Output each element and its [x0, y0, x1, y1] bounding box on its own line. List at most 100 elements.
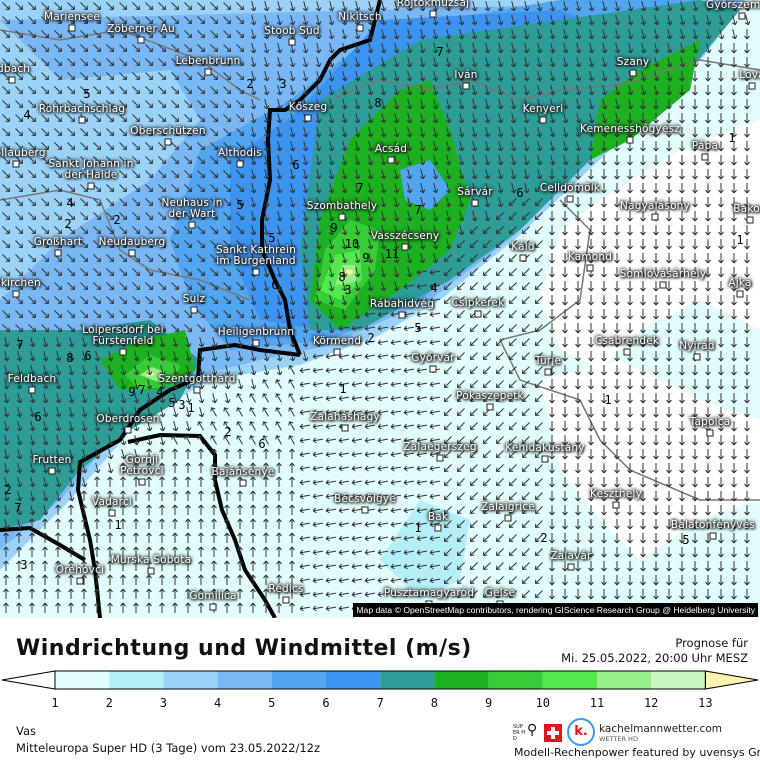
town-label[interactable]: Rédics — [268, 584, 303, 595]
town-label[interactable]: Zalavár — [550, 551, 591, 562]
wind-arrow — [523, 29, 530, 40]
town-label[interactable]: Gornji Petrovci — [120, 455, 164, 477]
town-label[interactable]: Kehidakustány — [505, 443, 584, 454]
town-label[interactable]: Celldömölk — [540, 183, 600, 194]
town-label[interactable]: Orehovci — [56, 565, 104, 576]
town-label[interactable]: Rojtokmuzsaj — [397, 0, 469, 9]
town-label[interactable]: Zalaegerszeg — [403, 442, 476, 453]
town-label[interactable]: Loipersdorf bei Fürstenfeld — [82, 325, 163, 347]
town-label[interactable]: Nagyalásony — [620, 201, 690, 212]
town-label[interactable]: Iván — [454, 70, 477, 81]
town-label[interactable]: Bak — [428, 512, 448, 523]
town-label[interactable]: Rohrbachschlag — [39, 104, 125, 115]
town-label[interactable]: Neuhaus in der Wart — [161, 198, 222, 220]
town-label[interactable]: Bakon — [733, 204, 760, 215]
town-marker — [78, 116, 86, 124]
town-label[interactable]: Vadarci — [92, 497, 132, 508]
town-label[interactable]: Vasszécseny — [371, 231, 440, 242]
town-label[interactable]: Kemenesshőgyész — [580, 124, 680, 135]
town-label[interactable]: Nikitsch — [338, 12, 381, 23]
town-label[interactable]: Mariensee — [44, 12, 100, 23]
town-label[interactable]: Győrvár — [411, 353, 454, 364]
town-label[interactable]: Zalaigrice — [481, 502, 535, 513]
town-label[interactable]: Althodis — [218, 148, 262, 159]
wind-arrow — [15, 30, 24, 39]
wind-arrow — [393, 15, 400, 26]
wind-arrow — [367, 15, 374, 26]
wind-arrow — [41, 16, 50, 25]
town-label[interactable]: Oberschützen — [130, 126, 205, 137]
contour-label: 3 — [178, 398, 185, 412]
town-label[interactable]: Győrszemere — [706, 0, 760, 11]
town-label[interactable]: Oberdrosen — [96, 414, 159, 425]
scale-tick-label: 8 — [431, 696, 438, 710]
town-label[interactable]: Türje — [535, 356, 561, 367]
town-label[interactable]: ldbach — [0, 64, 30, 75]
town-label[interactable]: Pókaszepetk — [456, 391, 524, 402]
wind-arrow — [132, 16, 141, 25]
kachelmann-logo[interactable]: k. — [567, 718, 595, 746]
town-label[interactable]: Sulz — [183, 294, 206, 305]
town-marker — [434, 524, 442, 532]
town-label[interactable]: Kamond — [568, 252, 612, 263]
town-label[interactable]: Keszthely — [590, 489, 642, 500]
contour-label: 9 — [330, 221, 337, 235]
contour-label: 1 — [339, 382, 346, 396]
town-label[interactable]: Balatonfenyves — [671, 520, 755, 531]
town-label[interactable]: Rábahidvég — [370, 299, 434, 310]
town-label[interactable]: Bécsvölgye — [334, 494, 396, 505]
town-label[interactable]: Tapolca — [690, 417, 731, 428]
town-label[interactable]: Szombathely — [307, 201, 378, 212]
town-label[interactable]: Göllauberg — [0, 148, 46, 159]
town-label[interactable]: Lebenbrunn — [176, 56, 241, 67]
town-label[interactable]: Murska Sobota — [111, 555, 192, 566]
town-label[interactable]: Großhart — [34, 237, 82, 248]
town-label[interactable]: Sankt Kathrein im Burgenland — [216, 245, 296, 267]
town-label[interactable]: Neudauberg — [99, 237, 166, 248]
wind-arrow — [41, 2, 50, 11]
wind-map[interactable]: Mariensee Zöberner Au Stoob Süd Nikitsch Roj… — [0, 0, 760, 618]
town-label[interactable]: Sankt Johann in der Haide — [48, 159, 133, 181]
wind-arrow — [458, 29, 465, 40]
town-label[interactable]: Nyirád — [679, 341, 715, 352]
wind-arrow — [432, 43, 439, 54]
town-label[interactable]: Zalaháshágy — [310, 412, 380, 423]
contour-label: 9 — [362, 251, 369, 265]
wind-arrow — [380, 43, 387, 54]
town-label[interactable]: Ajka — [728, 278, 751, 289]
town-label[interactable]: Pusztamagyaród — [384, 588, 474, 599]
wind-arrow — [93, 16, 102, 25]
town-marker — [539, 116, 547, 124]
town-label[interactable]: Káld — [511, 242, 535, 253]
town-label[interactable]: Csipkerek — [452, 298, 505, 309]
town-label[interactable]: Szentgotthárd — [158, 374, 235, 385]
town-label[interactable]: Körmend — [313, 336, 361, 347]
town-label[interactable]: Feldbach — [8, 374, 57, 385]
town-label[interactable]: Frutten — [33, 455, 72, 466]
town-label[interactable]: Gelse — [485, 588, 515, 599]
town-label[interactable]: Kőszeg — [289, 102, 328, 113]
town-label[interactable]: Gomilica — [189, 591, 236, 602]
town-label[interactable]: Heiligenbrunn — [218, 327, 294, 338]
town-label[interactable]: elkirchen — [0, 278, 41, 289]
town-label[interactable]: Bajánsenye — [212, 467, 275, 478]
town-label[interactable]: Szany — [617, 57, 649, 68]
town-label[interactable]: Kenyeri — [523, 104, 564, 115]
town-marker — [398, 311, 406, 319]
town-label[interactable]: Acsád — [375, 144, 407, 155]
town-label[interactable]: Somlóvásárhely — [620, 269, 706, 280]
wind-arrow — [549, 1, 556, 12]
town-label[interactable]: Lova — [739, 70, 760, 81]
town-label[interactable]: Pápa — [692, 141, 718, 152]
town-label[interactable]: Zöberner Au — [107, 24, 175, 35]
wind-arrow — [536, 43, 543, 54]
scale-segment — [55, 671, 110, 689]
wind-arrow — [15, 16, 24, 25]
wind-arrow — [41, 30, 50, 39]
wind-arrow — [289, 29, 296, 40]
site-name[interactable]: kachelmannwetter.com — [599, 723, 722, 735]
town-label[interactable]: Stoob Süd — [264, 26, 319, 37]
town-label[interactable]: Sárvár — [457, 187, 493, 198]
contour-label: 1 — [736, 233, 743, 247]
town-label[interactable]: Csabrendek — [595, 336, 659, 347]
